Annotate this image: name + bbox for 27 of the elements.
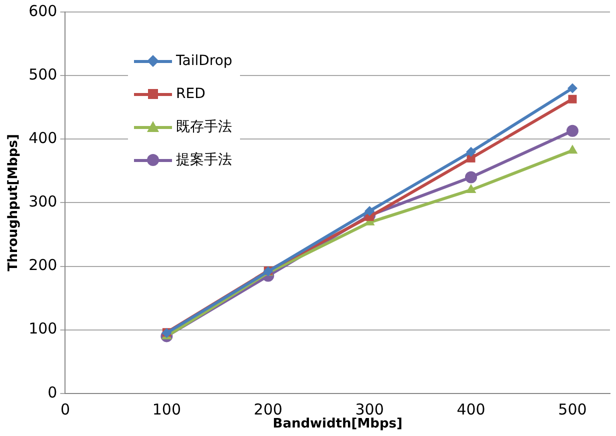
point (364, 206, 375, 216)
legend-label: 提案手法 (176, 150, 232, 168)
y-tick-label: 100 (28, 320, 58, 338)
x-tick-label: 100 (152, 400, 181, 418)
y-tick-label: 0 (48, 383, 58, 402)
y-tick-label: 200 (28, 256, 58, 274)
y-tick-label: 500 (28, 65, 58, 84)
legend-label: TailDrop (176, 52, 232, 68)
y-tick-label: 400 (28, 129, 58, 148)
point (567, 83, 578, 94)
x-tick-label: 0 (60, 400, 70, 418)
x-tick-label: 300 (355, 400, 384, 418)
point (466, 146, 476, 157)
x-tick-label: 400 (456, 400, 486, 418)
point (465, 171, 478, 184)
x-axis-title: Bandwidth[Mbps] (272, 416, 402, 432)
point (566, 124, 578, 137)
point (567, 144, 578, 154)
y-axis-title: Throughput[Mbps] (6, 134, 22, 272)
legend-label: RED (176, 86, 206, 102)
legend-label: 既存手法 (176, 118, 232, 136)
x-tick-label: 200 (254, 400, 282, 418)
x-tick-label: 500 (558, 400, 587, 418)
point (466, 184, 476, 193)
y-tick-label: 300 (28, 192, 58, 211)
y-tick-label: 600 (28, 2, 58, 20)
point (568, 94, 577, 104)
